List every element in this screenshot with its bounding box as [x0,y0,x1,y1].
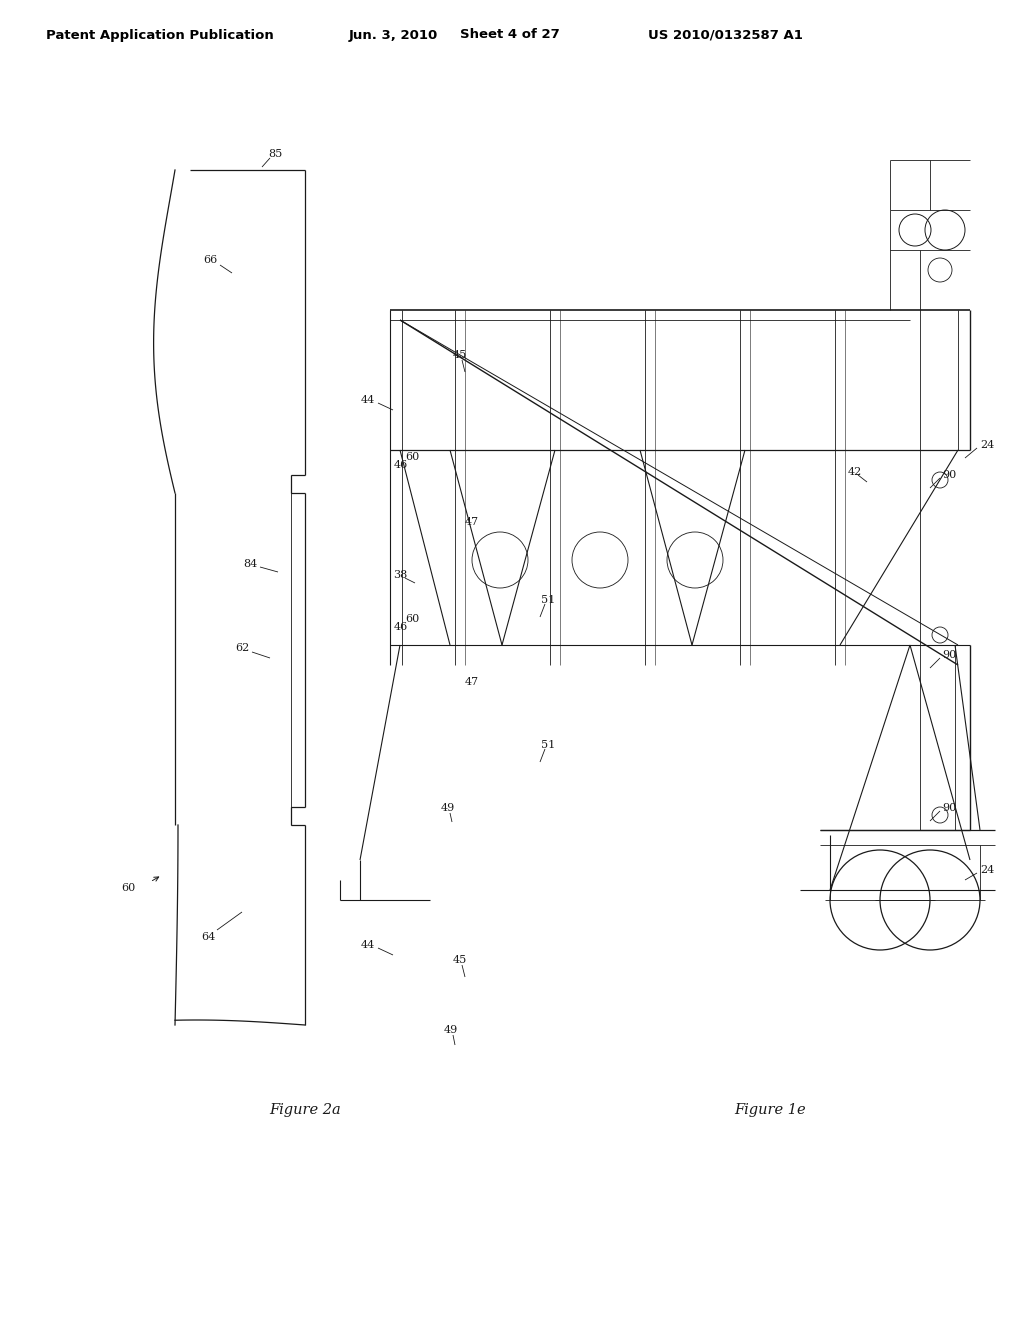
Text: 51: 51 [541,595,555,605]
Text: 42: 42 [848,467,862,477]
Text: 47: 47 [465,677,479,686]
Text: 46: 46 [394,459,408,470]
Text: Jun. 3, 2010: Jun. 3, 2010 [348,29,437,41]
Text: US 2010/0132587 A1: US 2010/0132587 A1 [647,29,803,41]
Text: 46: 46 [394,622,408,632]
Text: 62: 62 [234,643,249,653]
Text: 24: 24 [980,440,994,450]
Text: 90: 90 [942,649,956,660]
Text: 90: 90 [942,470,956,480]
Text: 84: 84 [243,558,257,569]
Text: 60: 60 [121,883,135,894]
Text: 49: 49 [441,803,455,813]
Text: 45: 45 [453,350,467,360]
Text: 49: 49 [443,1026,458,1035]
Text: 51: 51 [541,741,555,750]
Text: 85: 85 [268,149,283,158]
Text: 64: 64 [201,932,215,942]
Text: Patent Application Publication: Patent Application Publication [46,29,273,41]
Text: 90: 90 [942,803,956,813]
Text: 44: 44 [360,395,375,405]
Text: Figure 2a: Figure 2a [269,1104,341,1117]
Text: 47: 47 [465,517,479,527]
Text: 38: 38 [393,570,408,579]
Text: 66: 66 [203,255,217,265]
Text: 44: 44 [360,940,375,950]
Text: 60: 60 [406,614,420,624]
Text: 60: 60 [406,451,420,462]
Text: 45: 45 [453,954,467,965]
Text: 24: 24 [980,865,994,875]
Text: Sheet 4 of 27: Sheet 4 of 27 [460,29,560,41]
Text: Figure 1e: Figure 1e [734,1104,806,1117]
